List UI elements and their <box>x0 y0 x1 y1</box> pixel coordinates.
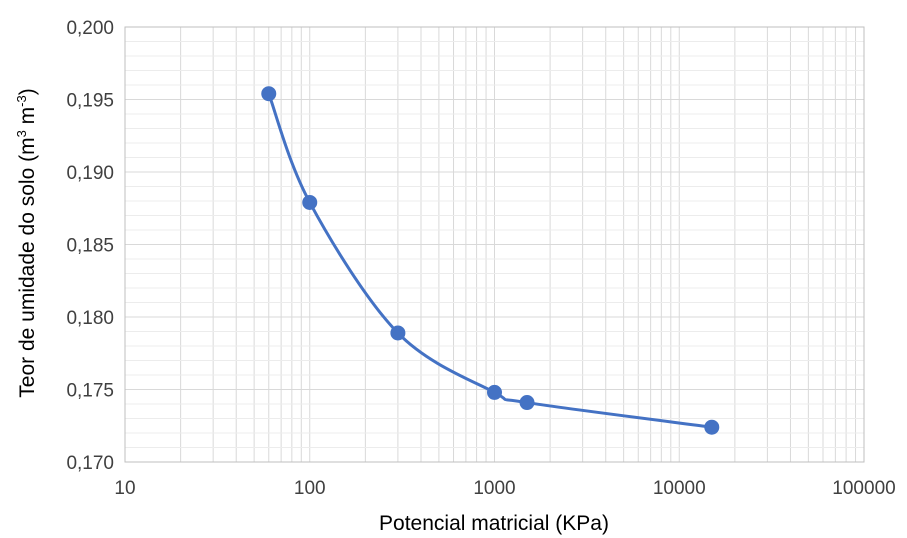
data-point <box>487 384 502 400</box>
x-axis-title: Potencial matricial (KPa) <box>379 512 609 535</box>
data-point <box>261 86 277 102</box>
x-tick-label: 10000 <box>653 478 706 499</box>
data-point <box>519 395 535 411</box>
y-axis-title-end: ) <box>16 88 39 95</box>
data-point <box>302 194 318 210</box>
y-tick-label: 0,200 <box>66 18 114 39</box>
y-axis-title-main: Teor de umidade do solo (m <box>16 137 39 397</box>
x-tick-label: 1000 <box>473 478 515 499</box>
y-axis-ticks: 0,170 0,175 0,180 0,185 0,190 0,195 0,200 <box>66 18 114 474</box>
x-tick-label: 100 <box>294 478 326 499</box>
y-tick-label: 0,195 <box>66 91 114 112</box>
y-tick-label: 0,170 <box>66 453 114 474</box>
x-axis-ticks: 10 100 1000 10000 100000 <box>114 478 895 499</box>
plot-frame <box>124 26 865 463</box>
data-points <box>261 86 720 435</box>
y-tick-label: 0,175 <box>66 381 114 402</box>
data-point <box>704 419 720 435</box>
x-tick-label: 10 <box>114 478 135 499</box>
data-point <box>390 325 406 341</box>
y-axis-title: Teor de umidade do solo (m3 m-3) <box>14 88 39 397</box>
y-tick-label: 0,180 <box>66 308 114 329</box>
series-line <box>267 93 712 429</box>
y-tick-label: 0,185 <box>66 236 114 257</box>
y-axis-title-sup1: 3 <box>14 130 29 137</box>
y-axis-title-sup2: -3 <box>14 95 29 107</box>
x-tick-label: 100000 <box>832 478 895 499</box>
y-tick-label: 0,190 <box>66 163 114 184</box>
y-axis-title-mid: m <box>16 107 39 130</box>
